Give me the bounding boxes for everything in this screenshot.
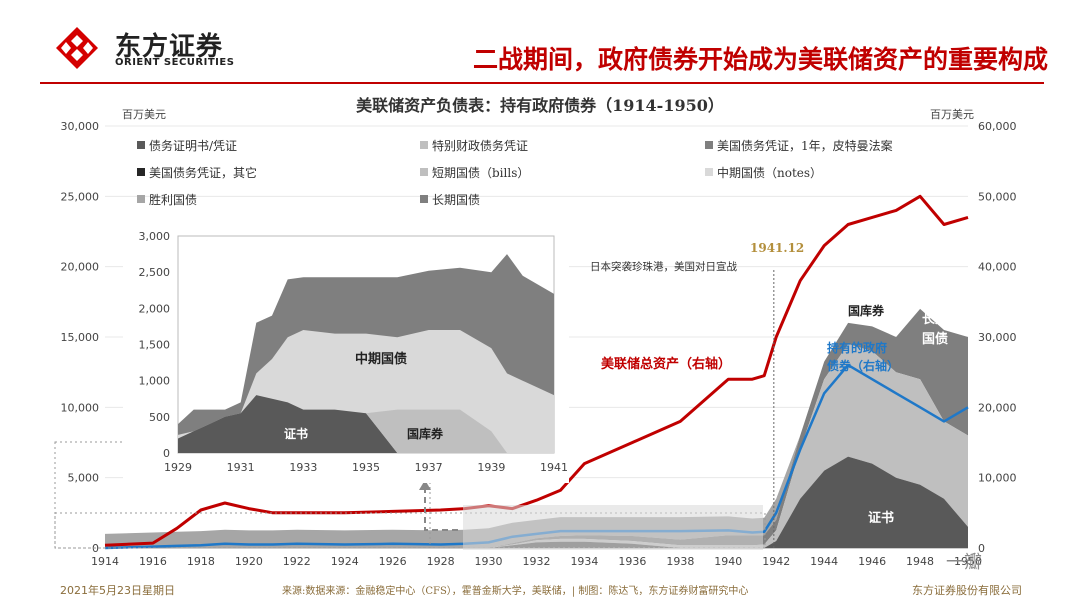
legend-label: 特别财政债务凭证 xyxy=(432,138,528,153)
series-area-certificates xyxy=(105,456,968,548)
x-tick-label: 1928 xyxy=(427,555,455,568)
footer-date: 2021年5月23日星期日 xyxy=(60,584,175,597)
x-tick-label: 1918 xyxy=(187,555,215,568)
inset-y-tick: 3,000 xyxy=(139,230,171,243)
zoom-arrow-head xyxy=(419,480,431,490)
inset-y-tick: 0 xyxy=(163,447,170,460)
annotation-date: 1941.12 xyxy=(750,241,804,255)
left-tick-label: 15,000 xyxy=(61,331,100,344)
x-tick-label: 1946 xyxy=(858,555,886,568)
left-tick-label: 25,000 xyxy=(61,190,100,203)
left-tick-label: 20,000 xyxy=(61,261,100,274)
page-headline: 二战期间，政府债券开始成为美联储资产的重要构成 xyxy=(472,45,1048,74)
left-tick-label: 10,000 xyxy=(61,401,100,414)
x-tick-label: 1938 xyxy=(666,555,694,568)
x-tick-label: 1932 xyxy=(523,555,551,568)
right-tick-label: 60,000 xyxy=(978,120,1017,133)
label-bonds-2: 国债 xyxy=(922,331,948,347)
right-tick-label: 20,000 xyxy=(978,401,1017,414)
inset-y-tick: 1,000 xyxy=(139,375,171,388)
header-divider xyxy=(40,82,1044,84)
legend-label: 胜利国债 xyxy=(149,192,197,207)
x-tick-label: 1940 xyxy=(714,555,742,568)
label-govt-bonds-2: 债券（右轴） xyxy=(827,358,899,373)
brand-logo: 东方证券 ORIENT SECURITIES xyxy=(55,26,265,70)
logo-cn-text: 东方证券 xyxy=(115,32,224,62)
x-tick-label: 1922 xyxy=(283,555,311,568)
x-tick-label: 1948 xyxy=(906,555,934,568)
x-tick-label: 1920 xyxy=(235,555,263,568)
inset-label-notes: 中期国债 xyxy=(355,351,407,367)
inset-x-tick: 1935 xyxy=(352,461,380,474)
legend-label: 美国债务凭证，其它 xyxy=(149,165,257,180)
series-area-bonds xyxy=(105,308,968,548)
legend-label: 债务证明书/凭证 xyxy=(149,138,237,153)
inset-area-certificates xyxy=(178,395,554,453)
label-bills: 国库券 xyxy=(848,303,885,318)
left-axis-unit: 百万美元 xyxy=(122,108,166,121)
inset-x-tick: 1939 xyxy=(477,461,505,474)
left-tick-label: 30,000 xyxy=(61,120,100,133)
inset-x-tick: 1941 xyxy=(540,461,568,474)
x-tick-label: 1944 xyxy=(810,555,838,568)
legend-swatch xyxy=(137,141,145,149)
inset-x-tick: 1937 xyxy=(415,461,443,474)
legend-swatch xyxy=(420,168,428,176)
x-tick-label: 1942 xyxy=(762,555,790,568)
x-tick-label: 1924 xyxy=(331,555,359,568)
zoom-box-bottom xyxy=(54,512,766,549)
legend-swatch xyxy=(705,168,713,176)
x-tick-label: 1936 xyxy=(618,555,646,568)
chart-title: 美联储资产负债表：持有政府债券（1914-1950） xyxy=(356,96,724,115)
legend-swatch xyxy=(420,141,428,149)
inset-y-tick: 500 xyxy=(149,411,170,424)
watermark: 一瓣 xyxy=(946,552,982,573)
x-tick-label: 1950 xyxy=(954,555,982,568)
legend-swatch xyxy=(705,141,713,149)
x-tick-label: 1926 xyxy=(379,555,407,568)
inset-label-certificates: 证书 xyxy=(284,426,308,441)
legend-swatch xyxy=(137,168,145,176)
annotation-pearl-harbor: 日本突袭珍珠港，美国对日宣战 xyxy=(590,260,737,273)
x-tick-label: 1916 xyxy=(139,555,167,568)
label-bonds-1: 长期 xyxy=(922,311,948,327)
right-tick-label: 50,000 xyxy=(978,190,1017,203)
right-tick-label: 10,000 xyxy=(978,472,1017,485)
right-tick-label: 30,000 xyxy=(978,331,1017,344)
label-total-assets: 美联储总资产（右轴） xyxy=(601,356,731,372)
x-tick-label: 1930 xyxy=(475,555,503,568)
zoom-arrow xyxy=(424,485,458,531)
footer-company: 东方证券股份有限公司 xyxy=(912,584,1022,597)
right-tick-label: 40,000 xyxy=(978,261,1017,274)
x-tick-label: 1914 xyxy=(91,555,119,568)
inset-x-tick: 1929 xyxy=(164,461,192,474)
logo-diamond-icon xyxy=(56,27,98,69)
legend-label: 短期国债（bills） xyxy=(432,166,529,180)
inset-y-tick: 1,500 xyxy=(139,339,171,352)
inset-y-tick: 2,000 xyxy=(139,302,171,315)
footer-source: 来源:数据来源：金融稳定中心（CFS），霍普金斯大学，美联储，| 制图：陈达飞，… xyxy=(282,586,749,597)
inset-x-tick: 1933 xyxy=(289,461,317,474)
legend-label: 中期国债（notes） xyxy=(717,165,822,180)
label-govt-bonds-1: 持有的政府 xyxy=(827,340,887,355)
series-area-bills xyxy=(105,344,968,548)
legend-swatch xyxy=(420,195,428,203)
right-tick-label: 0 xyxy=(978,542,985,555)
series-line-total-assets xyxy=(104,194,969,547)
legend-swatch xyxy=(137,195,145,203)
x-tick-label: 1934 xyxy=(570,555,598,568)
inset-x-tick: 1931 xyxy=(227,461,255,474)
legend-label: 美国债务凭证，1年，皮特曼法案 xyxy=(717,138,893,153)
label-certificates: 证书 xyxy=(868,510,894,526)
logo-en-text: ORIENT SECURITIES xyxy=(115,57,235,68)
zoom-highlight xyxy=(463,505,763,550)
inset-label-bills: 国库券 xyxy=(407,426,444,441)
inset-y-tick: 2,500 xyxy=(139,266,171,279)
inset-area-bills xyxy=(178,395,554,453)
legend-label: 长期国债 xyxy=(432,193,480,207)
left-tick-label: 5,000 xyxy=(68,472,100,485)
right-axis-unit: 百万美元 xyxy=(930,108,974,121)
